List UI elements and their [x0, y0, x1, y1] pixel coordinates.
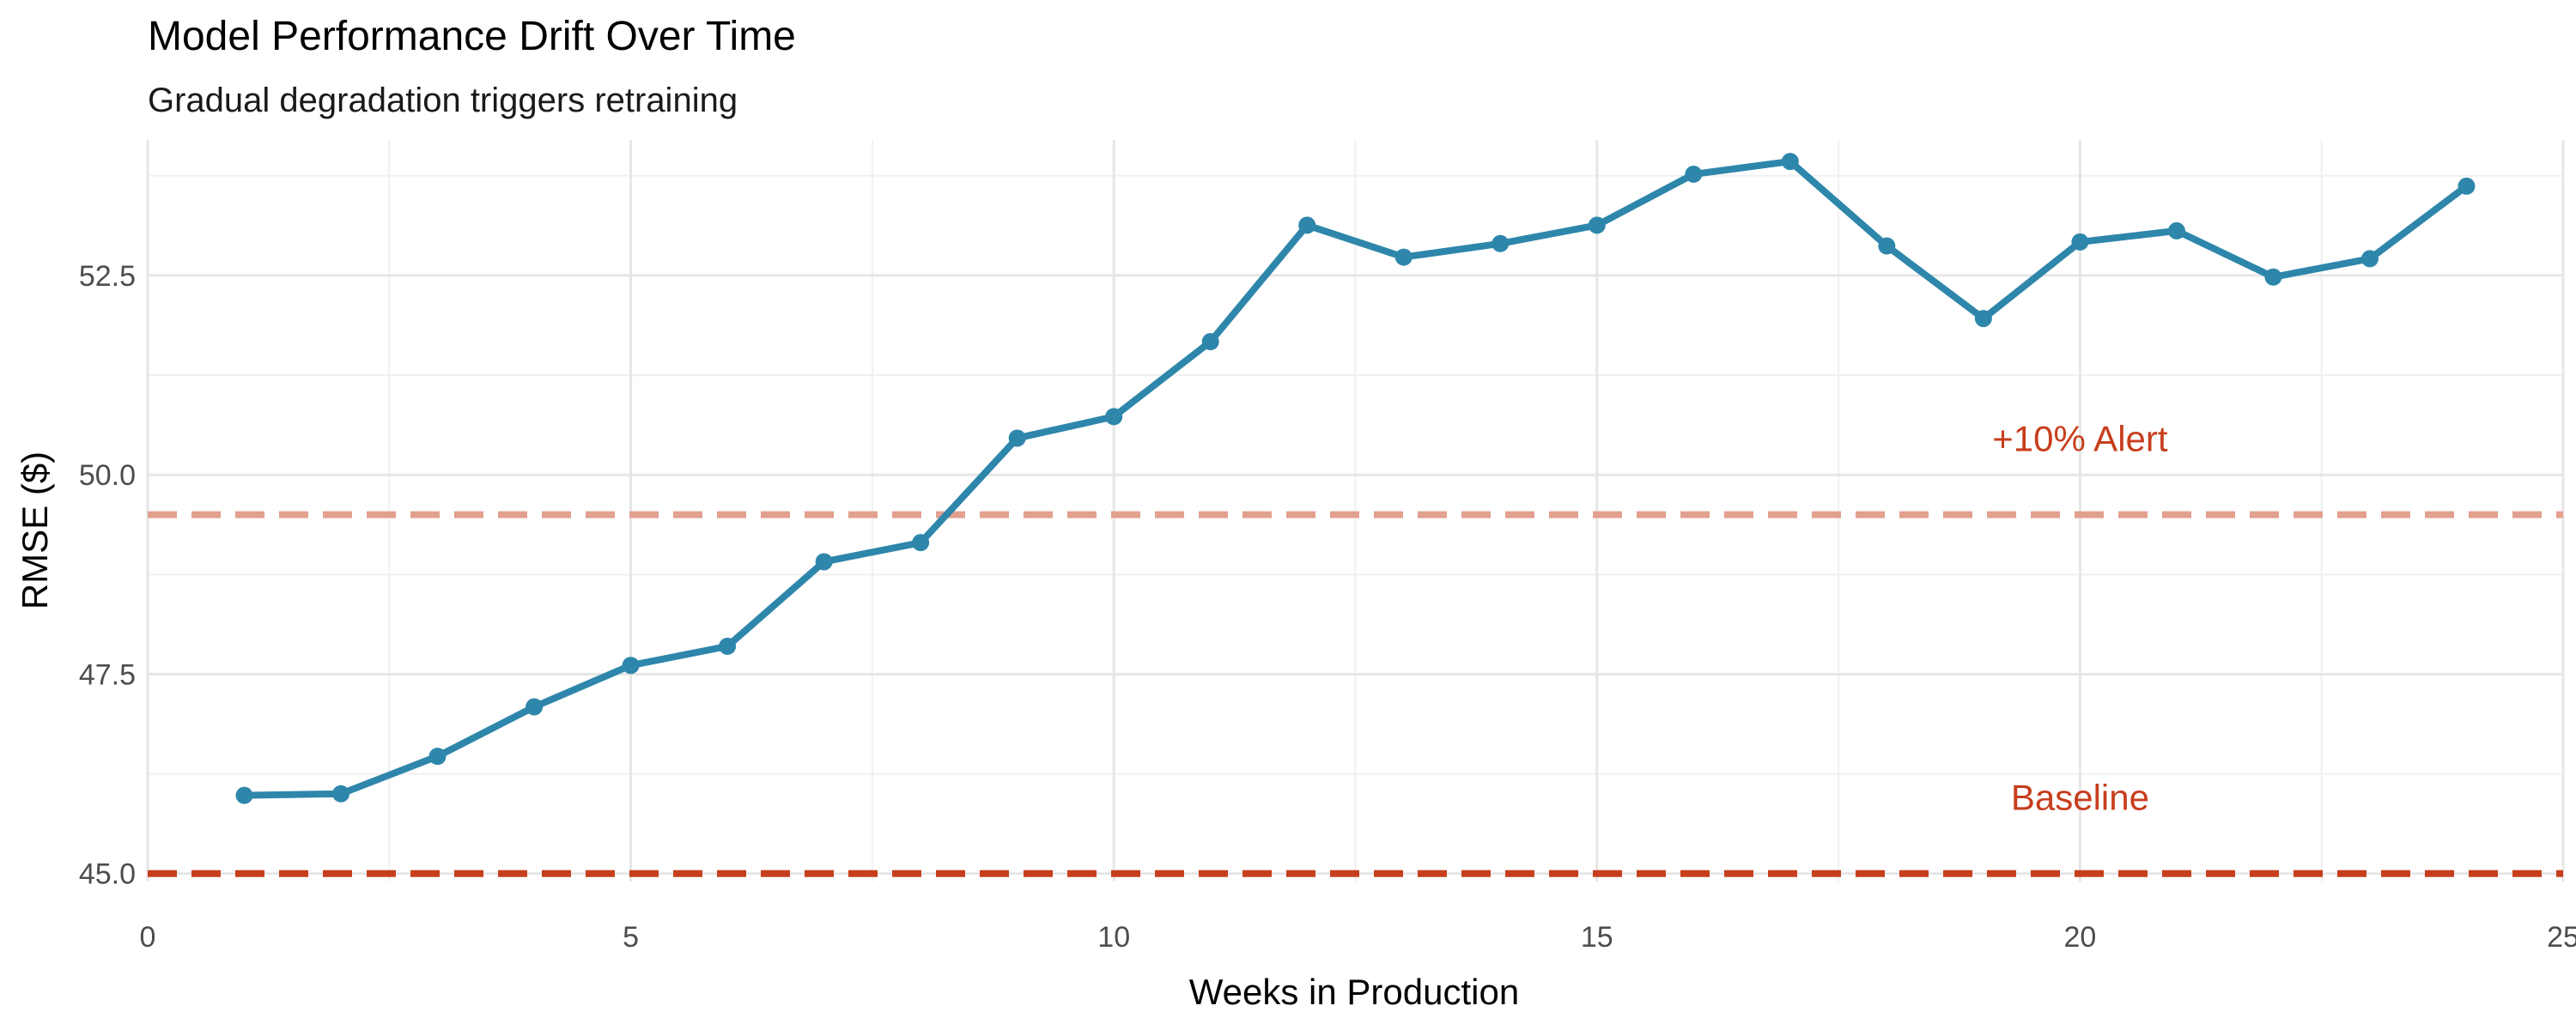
chart-subtitle: Gradual degradation triggers retraining [148, 82, 738, 119]
rmse-data-point [1974, 310, 1992, 328]
reference-lines [148, 511, 2563, 877]
rmse-data-point [1394, 248, 1413, 266]
rmse-data-point [332, 785, 350, 803]
x-tick-label: 20 [2063, 921, 2096, 954]
rmse-data-point [2167, 221, 2185, 239]
rmse-data-point [428, 748, 447, 766]
y-tick-label: 47.5 [79, 658, 136, 691]
y-tick-labels: 45.0 47.5 50.0 52.5 [79, 260, 136, 891]
rmse-data-point [1492, 234, 1510, 252]
rmse-data-point [622, 657, 640, 675]
rmse-data-point [1105, 408, 1123, 426]
rmse-data-point [719, 637, 737, 655]
chart-title: Model Performance Drift Over Time [148, 14, 796, 59]
y-tick-label: 50.0 [79, 459, 136, 492]
rmse-data-point [912, 534, 930, 552]
rmse-data-point [2071, 233, 2089, 251]
x-axis-title: Weeks in Production [1189, 972, 1519, 1012]
y-tick-label: 52.5 [79, 260, 136, 293]
rmse-data-point [1008, 429, 1026, 447]
rmse-data-point [1878, 237, 1896, 255]
rmse-data-point [1201, 333, 1219, 351]
x-tick-label: 25 [2547, 921, 2576, 954]
rmse-data-point [235, 786, 253, 804]
x-tick-label: 0 [140, 921, 156, 954]
x-tick-labels: 0 5 10 15 20 25 [140, 921, 2576, 954]
rmse-series-line [240, 158, 2470, 799]
rmse-data-point [2458, 177, 2476, 195]
rmse-data-point [1588, 216, 1606, 234]
rmse-data-point [815, 553, 833, 571]
x-tick-label: 5 [623, 921, 639, 954]
x-tick-label: 10 [1097, 921, 1130, 954]
rmse-data-point [2360, 250, 2379, 268]
alert-annotation: +10% Alert [1992, 418, 2168, 458]
rmse-data-point [1685, 165, 1703, 183]
rmse-data-point [1298, 216, 1316, 234]
baseline-annotation: Baseline [2011, 777, 2149, 817]
series-layer [235, 153, 2476, 804]
y-axis-title: RMSE ($) [15, 451, 55, 609]
rmse-data-point [1781, 153, 1799, 171]
rmse-data-point [2264, 268, 2282, 286]
y-tick-label: 45.0 [79, 858, 136, 891]
rmse-data-point [526, 698, 544, 716]
annotations: +10% Alert Baseline [1992, 418, 2168, 817]
grid-minor [148, 140, 2563, 882]
x-tick-label: 15 [1581, 921, 1613, 954]
